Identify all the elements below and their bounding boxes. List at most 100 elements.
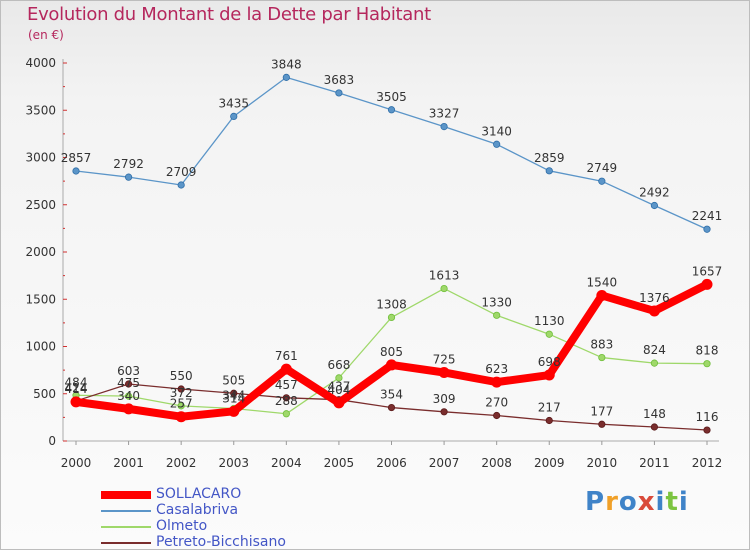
data-label: 1376 bbox=[639, 291, 670, 305]
data-label: 314 bbox=[222, 391, 245, 405]
x-tick-label: 2012 bbox=[692, 456, 723, 470]
data-label: 344 bbox=[222, 388, 245, 402]
data-label: 217 bbox=[538, 400, 561, 414]
x-tick-label: 2010 bbox=[587, 456, 618, 470]
y-tick-label: 500 bbox=[33, 387, 56, 401]
data-label: 725 bbox=[433, 352, 456, 366]
data-point bbox=[493, 311, 501, 319]
data-point bbox=[228, 405, 240, 417]
data-point bbox=[703, 360, 711, 368]
data-label: 475 bbox=[117, 376, 140, 390]
data-label: 505 bbox=[222, 373, 245, 387]
data-point bbox=[282, 410, 290, 418]
logo-letter: r bbox=[605, 487, 619, 517]
data-point bbox=[491, 376, 503, 388]
data-label: 1308 bbox=[376, 297, 407, 311]
data-point bbox=[333, 397, 345, 409]
proxiti-logo: Proxiti bbox=[585, 487, 689, 517]
data-label: 698 bbox=[538, 355, 561, 369]
data-point bbox=[230, 389, 238, 397]
data-label: 1540 bbox=[587, 275, 618, 289]
x-tick-label: 2003 bbox=[218, 456, 249, 470]
data-label: 2749 bbox=[587, 161, 618, 175]
y-tick-label: 3000 bbox=[25, 151, 56, 165]
data-label: 288 bbox=[275, 394, 298, 408]
data-label: 414 bbox=[65, 382, 88, 396]
x-tick-label: 2009 bbox=[534, 456, 565, 470]
data-label: 3505 bbox=[376, 90, 407, 104]
data-label: 2857 bbox=[61, 151, 92, 165]
data-label: 1657 bbox=[692, 264, 723, 278]
data-point bbox=[280, 363, 292, 375]
data-point bbox=[335, 374, 343, 382]
data-point bbox=[230, 112, 238, 120]
x-tick-label: 2002 bbox=[166, 456, 197, 470]
data-point bbox=[543, 369, 555, 381]
data-point bbox=[701, 278, 713, 290]
data-point bbox=[650, 423, 659, 431]
legend-swatch bbox=[101, 542, 151, 544]
data-point bbox=[598, 420, 606, 428]
legend-swatch bbox=[101, 491, 151, 499]
data-label: 270 bbox=[485, 395, 508, 409]
data-point bbox=[282, 394, 290, 402]
data-point bbox=[493, 411, 501, 420]
data-label: 550 bbox=[170, 369, 193, 383]
data-label: 257 bbox=[170, 397, 193, 411]
data-label: 404 bbox=[327, 383, 350, 397]
data-label: 805 bbox=[380, 345, 403, 359]
legend-label: Petreto-Bicchisano bbox=[156, 534, 286, 550]
data-label: 3435 bbox=[218, 96, 249, 110]
legend-label: Olmeto bbox=[156, 518, 208, 534]
data-point bbox=[387, 313, 396, 321]
data-point bbox=[598, 353, 606, 362]
data-point bbox=[123, 403, 135, 415]
data-point bbox=[124, 392, 133, 400]
data-point bbox=[282, 73, 290, 81]
data-point bbox=[440, 408, 448, 416]
logo-letter: i bbox=[655, 487, 666, 517]
data-point bbox=[387, 106, 396, 114]
legend-swatch bbox=[101, 510, 151, 512]
data-label: 116 bbox=[696, 410, 719, 424]
data-label: 309 bbox=[433, 392, 456, 406]
x-tick-label: 2007 bbox=[429, 456, 460, 470]
data-point bbox=[648, 305, 660, 317]
x-tick-label: 2001 bbox=[113, 456, 144, 470]
chart-title: Evolution du Montant de la Dette par Hab… bbox=[27, 4, 431, 25]
legend-swatch bbox=[101, 526, 151, 528]
data-label: 623 bbox=[485, 362, 508, 376]
legend-label: Casalabriva bbox=[156, 502, 239, 518]
x-tick-label: 2011 bbox=[639, 456, 670, 470]
data-label: 2792 bbox=[113, 157, 144, 171]
data-label: 1613 bbox=[429, 269, 460, 283]
data-point bbox=[335, 89, 343, 97]
y-tick-label: 0 bbox=[48, 434, 56, 448]
data-label: 3848 bbox=[271, 57, 302, 71]
data-point bbox=[545, 416, 553, 425]
data-label: 668 bbox=[327, 358, 350, 372]
data-point bbox=[596, 289, 608, 301]
x-tick-label: 2006 bbox=[376, 456, 407, 470]
data-point bbox=[124, 380, 133, 388]
x-tick-label: 2000 bbox=[61, 456, 92, 470]
data-point bbox=[440, 284, 448, 293]
data-label: 177 bbox=[590, 404, 613, 418]
x-tick-label: 2004 bbox=[271, 456, 302, 470]
data-label: 484 bbox=[65, 375, 88, 389]
y-tick-label: 2000 bbox=[25, 245, 56, 259]
logo-letter: t bbox=[665, 487, 679, 517]
data-point bbox=[493, 140, 501, 148]
data-point bbox=[175, 411, 187, 423]
data-point bbox=[703, 426, 711, 434]
y-tick-label: 1000 bbox=[25, 340, 56, 354]
data-label: 818 bbox=[696, 344, 719, 358]
chart-subtitle: (en €) bbox=[28, 28, 64, 42]
data-label: 354 bbox=[380, 388, 403, 402]
data-label: 883 bbox=[590, 338, 613, 352]
data-label: 2709 bbox=[166, 165, 197, 179]
data-point bbox=[72, 167, 80, 175]
data-point bbox=[703, 225, 711, 233]
data-point bbox=[124, 173, 133, 181]
legend-label: SOLLACARO bbox=[156, 486, 242, 502]
